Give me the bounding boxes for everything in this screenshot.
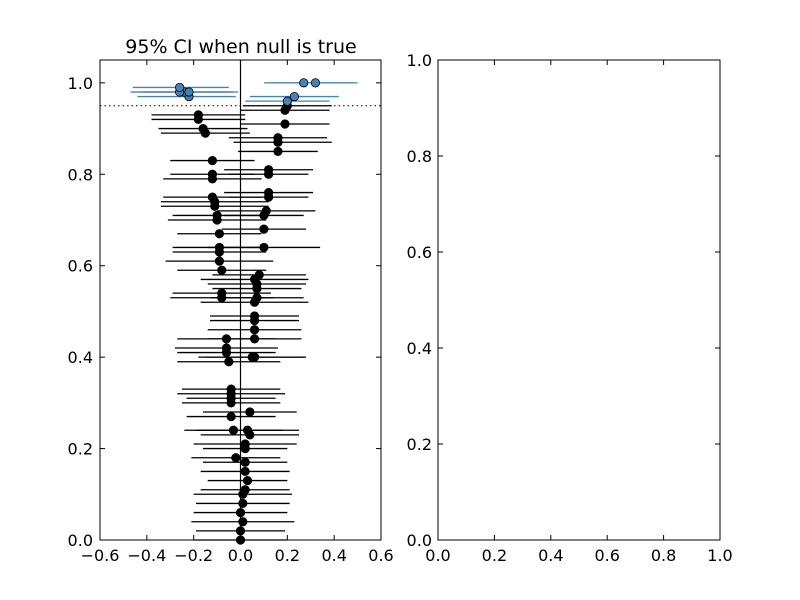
x-tick-label: 0.2 bbox=[275, 546, 300, 565]
y-tick-label: 0.2 bbox=[68, 440, 93, 459]
estimate-point bbox=[207, 192, 217, 202]
y-tick-label: 0.4 bbox=[407, 339, 432, 358]
x-tick-label: 0.0 bbox=[228, 546, 253, 565]
left-plot-points bbox=[175, 78, 321, 545]
estimate-point bbox=[240, 485, 250, 495]
y-tick-label: 0.2 bbox=[407, 435, 432, 454]
left-plot-reference-lines bbox=[100, 60, 381, 540]
estimate-point bbox=[259, 242, 269, 253]
estimate-point bbox=[249, 311, 260, 321]
estimate-point bbox=[254, 270, 264, 280]
estimate-point bbox=[214, 242, 225, 253]
estimate-point bbox=[226, 411, 236, 422]
estimate-point bbox=[175, 82, 185, 93]
y-tick-label: 0.6 bbox=[407, 243, 432, 262]
y-tick-label: 0.8 bbox=[68, 165, 93, 184]
estimate-point bbox=[214, 256, 225, 266]
estimate-point bbox=[240, 457, 250, 467]
estimate-point bbox=[226, 384, 236, 394]
x-tick-label: −0.4 bbox=[127, 546, 166, 565]
estimate-point bbox=[249, 325, 260, 335]
x-tick-label: −0.2 bbox=[174, 546, 213, 565]
estimate-point bbox=[247, 352, 257, 362]
estimate-point bbox=[310, 78, 321, 88]
estimate-point bbox=[238, 517, 248, 527]
estimate-point bbox=[299, 78, 309, 88]
estimate-point bbox=[261, 206, 271, 216]
estimate-point bbox=[242, 425, 253, 435]
estimate-point bbox=[217, 265, 227, 275]
estimate-point bbox=[280, 119, 290, 129]
y-tick-label: 0.4 bbox=[68, 348, 93, 367]
y-tick-label: 0.6 bbox=[68, 257, 93, 276]
estimate-point bbox=[238, 498, 248, 509]
estimate-point bbox=[263, 187, 274, 198]
estimate-point bbox=[289, 91, 299, 102]
right-plot: 0.0 0.2 0.4 0.6 0.8 1.0 0.0 0.2 0.4 0.6 0.8 1.0 bbox=[407, 51, 733, 565]
y-tick-label: 0.0 bbox=[407, 531, 432, 550]
estimate-point bbox=[240, 466, 250, 477]
estimate-point bbox=[263, 165, 274, 175]
estimate-point bbox=[217, 288, 227, 298]
estimate-point bbox=[240, 439, 250, 449]
x-tick-label: 0.0 bbox=[425, 546, 450, 565]
x-tick-label: −0.6 bbox=[81, 546, 120, 565]
left-plot: 95% CI when null is true −0.6 −0.4 −0.2 0.0… bbox=[68, 36, 394, 565]
x-tick-label: 0.2 bbox=[482, 546, 507, 565]
estimate-point bbox=[221, 343, 232, 353]
estimate-point bbox=[259, 224, 269, 234]
x-tick-label: 0.4 bbox=[321, 546, 346, 565]
x-tick-label: 0.6 bbox=[368, 546, 393, 565]
estimate-point bbox=[221, 334, 232, 344]
x-tick-label: 0.6 bbox=[594, 546, 619, 565]
estimate-point bbox=[214, 229, 225, 239]
estimate-point bbox=[184, 87, 194, 97]
estimate-point bbox=[198, 123, 208, 134]
estimate-point bbox=[212, 210, 222, 221]
estimate-point bbox=[273, 146, 283, 157]
estimate-point bbox=[207, 155, 217, 166]
estimate-point bbox=[235, 507, 246, 518]
left-plot-ticks: −0.6 −0.4 −0.2 0.0 0.2 0.4 0.6 0.0 0.2 0.4 0.6 0.8 1… bbox=[68, 60, 394, 565]
y-tick-label: 0.0 bbox=[68, 531, 93, 550]
left-plot-frame bbox=[99, 59, 382, 541]
y-tick-label: 1.0 bbox=[68, 74, 93, 93]
left-plot-title: 95% CI when null is true bbox=[125, 36, 356, 58]
estimate-point bbox=[252, 293, 262, 303]
estimate-point bbox=[228, 425, 239, 435]
y-tick-label: 1.0 bbox=[407, 51, 432, 70]
estimate-point bbox=[207, 169, 217, 179]
estimate-point bbox=[242, 475, 253, 486]
estimate-point bbox=[231, 453, 241, 463]
right-plot-frame bbox=[437, 59, 721, 541]
x-tick-label: 0.4 bbox=[538, 546, 563, 565]
estimate-point bbox=[193, 110, 203, 120]
y-tick-label: 0.8 bbox=[407, 147, 432, 166]
estimate-point bbox=[273, 133, 283, 143]
estimate-point bbox=[224, 357, 234, 367]
x-tick-label: 1.0 bbox=[707, 546, 732, 565]
estimate-point bbox=[235, 526, 246, 536]
estimate-point bbox=[249, 334, 260, 344]
x-tick-label: 0.8 bbox=[651, 546, 676, 565]
estimate-point bbox=[245, 407, 255, 417]
estimate-point bbox=[282, 96, 292, 106]
